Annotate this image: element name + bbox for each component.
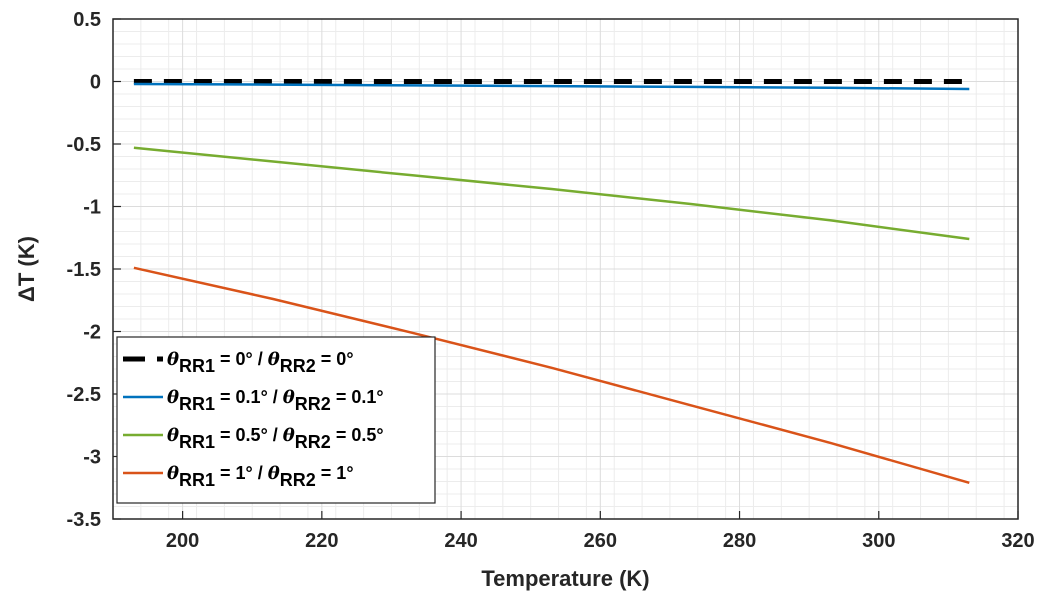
x-tick-label: 240 xyxy=(444,530,477,552)
x-tick-label: 280 xyxy=(723,530,756,552)
legend: θRR1 = 0° / θRR2 = 0° θRR1 = 0.1° / θRR2 … xyxy=(116,336,436,504)
y-tick-label: 0.5 xyxy=(73,9,101,31)
y-tick-label: -1.5 xyxy=(67,259,101,281)
legend-entry-3: θRR1 = 0.5° / θRR2 = 0.5° xyxy=(167,425,384,452)
legend-entry-2: θRR1 = 0.1° / θRR2 = 0.1° xyxy=(167,387,384,414)
x-tick-label: 300 xyxy=(862,530,895,552)
x-axis-label: Temperature (K) xyxy=(481,566,649,591)
legend-entry-1: θRR1 = 0° / θRR2 = 0° xyxy=(167,349,354,376)
y-tick-label: -2.5 xyxy=(67,384,101,406)
x-tick-label: 200 xyxy=(166,530,199,552)
x-tick-label: 260 xyxy=(584,530,617,552)
y-axis-label: ΔT (K) xyxy=(14,236,39,302)
legend-entry-4: θRR1 = 1° / θRR2 = 1° xyxy=(167,463,354,490)
x-axis-ticks: 200 220 240 260 280 300 320 xyxy=(166,511,1035,552)
y-tick-label: -2 xyxy=(83,322,101,344)
series-line-4 xyxy=(133,266,970,485)
x-tick-label: 320 xyxy=(1001,530,1034,552)
x-tick-label: 220 xyxy=(305,530,338,552)
series-layer xyxy=(133,79,970,485)
series-line-2 xyxy=(133,82,970,91)
y-axis-ticks: 0.5 0 -0.5 -1 -1.5 -2 -2.5 -3 -3.5 xyxy=(67,9,121,531)
y-tick-label: -3 xyxy=(83,447,101,469)
series-line-3 xyxy=(133,146,970,241)
y-tick-label: 0 xyxy=(90,72,101,94)
y-tick-label: -3.5 xyxy=(67,509,101,531)
y-tick-label: -1 xyxy=(83,197,101,219)
y-tick-label: -0.5 xyxy=(67,134,101,156)
legend-box xyxy=(116,336,436,504)
